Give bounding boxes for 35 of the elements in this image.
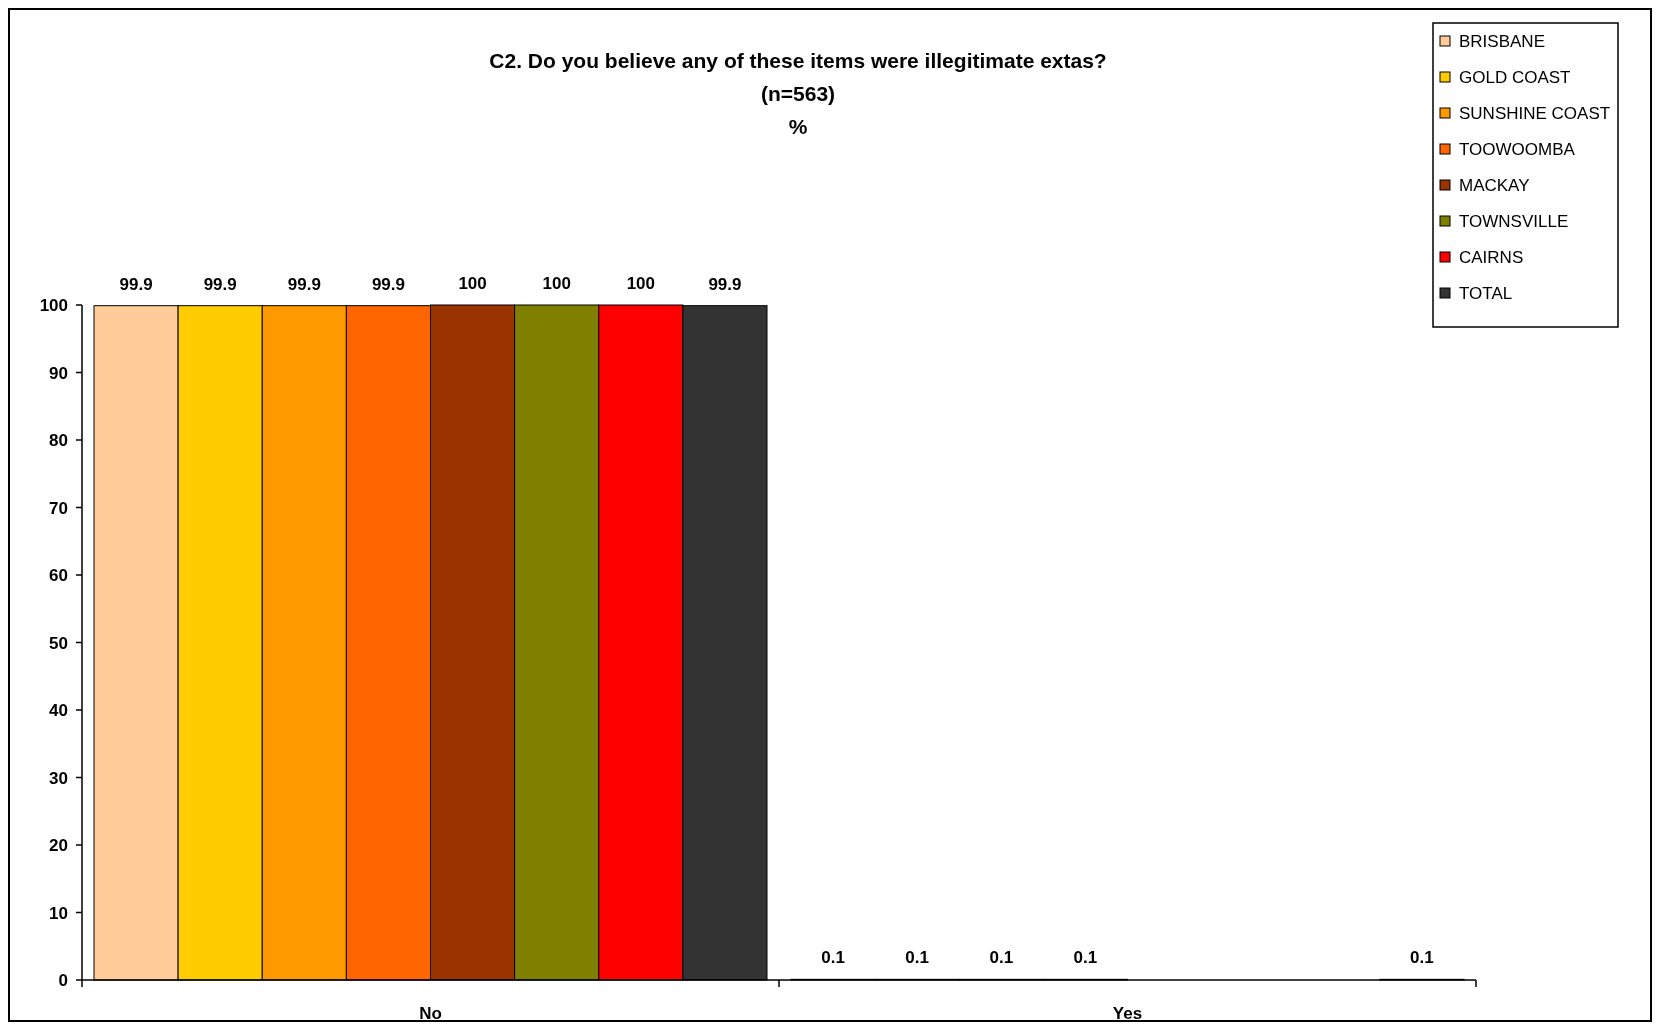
y-tick-label: 60 (49, 566, 68, 585)
legend-label: SUNSHINE COAST (1459, 104, 1611, 123)
data-label: 99.9 (371, 274, 405, 294)
legend-label: MACKAY (1459, 176, 1530, 195)
legend-label: TOOWOOMBA (1459, 140, 1576, 159)
legend-label: TOWNSVILLE (1459, 212, 1569, 231)
y-tick-label: 90 (49, 363, 68, 383)
data-label: 0.1 (1410, 948, 1434, 968)
data-label: 100 (458, 274, 487, 293)
data-label: 99.9 (287, 274, 321, 294)
y-tick-label: 70 (49, 498, 68, 518)
x-tick-label: Yes (1112, 1004, 1143, 1023)
data-label: 0.1 (905, 948, 930, 968)
legend-label: GOLD COAST (1459, 68, 1571, 87)
y-tick-label: 50 (49, 633, 68, 653)
data-label: 100 (542, 274, 571, 293)
y-tick-label: 10 (49, 903, 68, 923)
legend-label: CAIRNS (1459, 248, 1524, 267)
y-tick-label: 80 (49, 431, 68, 450)
data-label: 99.9 (203, 274, 237, 294)
y-tick-label: 0 (58, 971, 68, 990)
chart-title: C2. Do you believe any of these items were illegitimate extas? (n=563) % (489, 49, 1107, 138)
data-label: 0.1 (1073, 948, 1098, 968)
legend-label: TOTAL (1459, 284, 1513, 303)
data-label: 100 (626, 274, 655, 293)
y-tick-label: 40 (49, 701, 68, 720)
x-tick-label: No (419, 1004, 442, 1023)
y-tick-label: 30 (49, 768, 68, 788)
y-tick-label: 100 (39, 296, 68, 315)
data-label: 99.9 (708, 274, 742, 294)
data-label: 0.1 (821, 948, 845, 968)
y-tick-label: 20 (49, 836, 68, 855)
legend-label: BRISBANE (1459, 32, 1545, 51)
data-label: 99.9 (119, 274, 153, 294)
data-label: 0.1 (989, 948, 1014, 968)
